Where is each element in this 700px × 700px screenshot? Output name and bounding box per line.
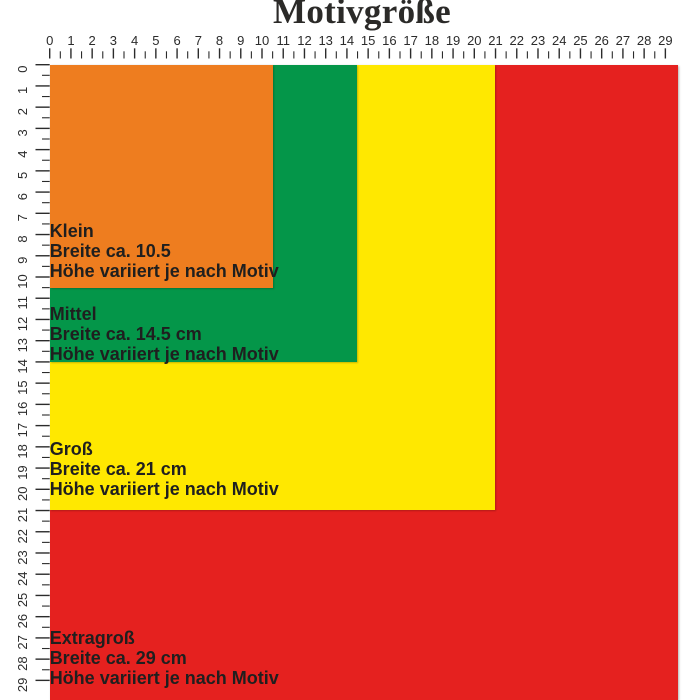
svg-text:11: 11 bbox=[15, 296, 30, 310]
svg-text:21: 21 bbox=[488, 33, 502, 48]
svg-text:8: 8 bbox=[216, 33, 223, 48]
svg-text:9: 9 bbox=[15, 257, 30, 264]
svg-text:5: 5 bbox=[15, 172, 30, 179]
svg-text:15: 15 bbox=[15, 380, 30, 394]
svg-text:3: 3 bbox=[15, 129, 30, 136]
svg-text:25: 25 bbox=[573, 33, 587, 48]
svg-text:6: 6 bbox=[173, 33, 180, 48]
svg-text:21: 21 bbox=[15, 508, 30, 522]
svg-text:17: 17 bbox=[15, 423, 30, 437]
svg-text:19: 19 bbox=[446, 33, 460, 48]
svg-text:27: 27 bbox=[15, 635, 30, 649]
svg-text:20: 20 bbox=[15, 487, 30, 501]
svg-text:26: 26 bbox=[15, 614, 30, 628]
svg-text:27: 27 bbox=[616, 33, 630, 48]
svg-text:4: 4 bbox=[15, 151, 30, 158]
svg-text:26: 26 bbox=[594, 33, 608, 48]
svg-text:28: 28 bbox=[637, 33, 651, 48]
svg-text:22: 22 bbox=[510, 33, 524, 48]
svg-text:17: 17 bbox=[403, 33, 417, 48]
svg-text:16: 16 bbox=[15, 402, 30, 416]
svg-text:25: 25 bbox=[15, 593, 30, 607]
svg-text:13: 13 bbox=[318, 33, 332, 48]
svg-text:7: 7 bbox=[195, 33, 202, 48]
svg-text:18: 18 bbox=[15, 444, 30, 458]
svg-text:1: 1 bbox=[15, 87, 30, 94]
svg-text:0: 0 bbox=[46, 33, 53, 48]
svg-text:12: 12 bbox=[15, 317, 30, 331]
svg-text:2: 2 bbox=[89, 33, 96, 48]
svg-text:16: 16 bbox=[382, 33, 396, 48]
svg-text:12: 12 bbox=[297, 33, 311, 48]
svg-text:24: 24 bbox=[15, 571, 30, 585]
svg-text:3: 3 bbox=[110, 33, 117, 48]
svg-text:24: 24 bbox=[552, 33, 566, 48]
svg-text:2: 2 bbox=[15, 108, 30, 115]
svg-text:28: 28 bbox=[15, 656, 30, 670]
svg-text:6: 6 bbox=[15, 193, 30, 200]
svg-text:4: 4 bbox=[131, 33, 138, 48]
svg-text:5: 5 bbox=[152, 33, 159, 48]
svg-text:15: 15 bbox=[361, 33, 375, 48]
svg-text:20: 20 bbox=[467, 33, 481, 48]
svg-text:14: 14 bbox=[340, 33, 354, 48]
svg-text:13: 13 bbox=[15, 338, 30, 352]
svg-text:9: 9 bbox=[237, 33, 244, 48]
svg-text:14: 14 bbox=[15, 359, 30, 373]
svg-text:7: 7 bbox=[15, 214, 30, 221]
svg-text:11: 11 bbox=[276, 33, 290, 48]
svg-text:29: 29 bbox=[15, 678, 30, 692]
svg-text:29: 29 bbox=[658, 33, 672, 48]
svg-text:23: 23 bbox=[531, 33, 545, 48]
svg-text:10: 10 bbox=[15, 274, 30, 288]
svg-text:1: 1 bbox=[67, 33, 74, 48]
svg-text:22: 22 bbox=[15, 529, 30, 543]
svg-text:0: 0 bbox=[15, 66, 30, 73]
svg-text:10: 10 bbox=[255, 33, 269, 48]
svg-text:23: 23 bbox=[15, 550, 30, 564]
svg-text:18: 18 bbox=[425, 33, 439, 48]
svg-text:19: 19 bbox=[15, 465, 30, 479]
svg-text:8: 8 bbox=[15, 235, 30, 242]
